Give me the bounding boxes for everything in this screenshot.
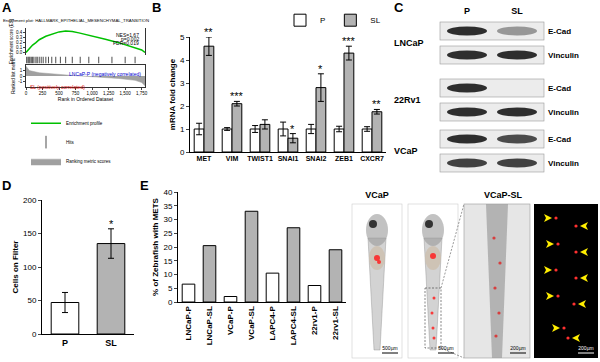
- svg-text:2: 2: [180, 102, 185, 111]
- svg-text:Ranked list metric: Ranked list metric: [11, 57, 16, 94]
- svg-text:VCaP-P: VCaP-P: [226, 306, 235, 336]
- svg-text:**: **: [204, 26, 213, 38]
- svg-text:ZEB1: ZEB1: [335, 155, 353, 162]
- svg-text:1: 1: [180, 125, 185, 134]
- svg-text:Hits: Hits: [66, 140, 74, 145]
- svg-text:0: 0: [20, 74, 23, 79]
- svg-text:SL (positively correlated): SL (positively correlated): [30, 84, 85, 90]
- svg-text:100: 100: [23, 263, 37, 272]
- svg-text:VCaP-SL: VCaP-SL: [484, 190, 523, 200]
- svg-text:150: 150: [23, 229, 37, 238]
- svg-text:-1: -1: [18, 79, 22, 84]
- html-text:C: C: [394, 0, 404, 15]
- svg-text:0.3: 0.3: [16, 35, 23, 40]
- svg-text:500: 500: [55, 91, 63, 96]
- html-text:A: A: [2, 0, 12, 15]
- svg-text:0: 0: [168, 298, 173, 307]
- svg-text:FDR=0.019: FDR=0.019: [113, 40, 139, 46]
- svg-text:NES=1.67: NES=1.67: [116, 32, 139, 38]
- svg-text:15: 15: [163, 257, 172, 266]
- svg-text:0: 0: [32, 330, 37, 339]
- svg-text:p=0.002: p=0.002: [121, 36, 139, 42]
- svg-text:Vinculin: Vinculin: [548, 108, 579, 117]
- svg-text:Cells on Filter: Cells on Filter: [11, 241, 20, 294]
- svg-text:SNAI2: SNAI2: [306, 155, 327, 162]
- svg-text:LNCaP-P: LNCaP-P: [184, 306, 193, 341]
- svg-text:SL: SL: [105, 338, 117, 348]
- svg-text:250: 250: [39, 91, 47, 96]
- svg-text:1,250: 1,250: [103, 91, 115, 96]
- svg-text:SL: SL: [370, 16, 380, 25]
- svg-text:*: *: [290, 123, 295, 135]
- svg-text:mRNA fold change: mRNA fold change: [168, 58, 177, 130]
- svg-text:1: 1: [20, 68, 23, 73]
- svg-text:Enrichment score (ES): Enrichment score (ES): [9, 18, 14, 64]
- svg-text:LNCaP-SL: LNCaP-SL: [205, 306, 214, 345]
- svg-text:LNCaP-P (negatively correlated: LNCaP-P (negatively correlated): [69, 71, 141, 77]
- html-text:B: B: [152, 0, 162, 15]
- svg-text:40: 40: [163, 188, 172, 197]
- svg-text:TWIST1: TWIST1: [247, 155, 273, 162]
- svg-text:VCaP: VCaP: [394, 146, 418, 156]
- svg-text:P: P: [320, 16, 325, 25]
- svg-text:0: 0: [25, 91, 28, 96]
- svg-text:35: 35: [163, 202, 172, 211]
- svg-text:LAPC4-P: LAPC4-P: [268, 306, 277, 341]
- svg-text:50: 50: [27, 296, 36, 305]
- svg-text:0.0: 0.0: [16, 50, 23, 55]
- html-text:D: D: [2, 178, 12, 193]
- svg-text:1,750: 1,750: [136, 91, 148, 96]
- svg-text:Vinculin: Vinculin: [548, 159, 579, 168]
- svg-text:Enrichment plot: HALLMARK_EPIT: Enrichment plot: HALLMARK_EPITHELIAL_MES…: [3, 18, 149, 23]
- html-text:E: E: [140, 178, 149, 193]
- svg-text:750: 750: [72, 91, 80, 96]
- svg-text:22rv1-P: 22rv1-P: [310, 306, 319, 336]
- svg-text:10: 10: [163, 270, 172, 279]
- svg-text:200: 200: [23, 196, 37, 205]
- svg-text:**: **: [372, 98, 381, 110]
- svg-text:5: 5: [168, 284, 173, 293]
- svg-text:200µm: 200µm: [578, 345, 593, 351]
- svg-text:3: 3: [180, 79, 185, 88]
- svg-text:***: ***: [230, 90, 244, 102]
- svg-text:22rv1-SL: 22rv1-SL: [331, 306, 340, 340]
- svg-text:500µm: 500µm: [438, 345, 453, 351]
- svg-text:LAPC4-SL: LAPC4-SL: [289, 306, 298, 345]
- svg-text:0: 0: [180, 148, 185, 157]
- svg-text:Ranking metric scores: Ranking metric scores: [66, 159, 111, 164]
- svg-text:E-Cad: E-Cad: [548, 84, 571, 93]
- svg-text:Enrichment profile: Enrichment profile: [66, 121, 103, 126]
- svg-text:4: 4: [180, 56, 185, 65]
- svg-text:VIM: VIM: [226, 155, 239, 162]
- svg-text:***: ***: [342, 35, 356, 47]
- svg-text:CXCR7: CXCR7: [360, 155, 384, 162]
- svg-text:*: *: [109, 218, 114, 230]
- svg-text:SNAI1: SNAI1: [278, 155, 299, 162]
- svg-text:0.2: 0.2: [16, 40, 23, 45]
- svg-text:SL: SL: [511, 6, 523, 16]
- svg-text:25: 25: [163, 229, 172, 238]
- svg-text:P: P: [62, 338, 68, 348]
- svg-text:Rank in Ordered Dataset: Rank in Ordered Dataset: [58, 96, 114, 102]
- svg-text:0.1: 0.1: [16, 45, 23, 50]
- svg-text:22Rv1: 22Rv1: [394, 95, 421, 105]
- svg-text:VCaP: VCaP: [365, 190, 389, 200]
- svg-text:1,500: 1,500: [120, 91, 132, 96]
- svg-text:20: 20: [163, 243, 172, 252]
- svg-text:Vinculin: Vinculin: [548, 51, 579, 60]
- svg-text:E-Cad: E-Cad: [548, 27, 571, 36]
- svg-text:200µm: 200µm: [510, 345, 525, 351]
- svg-text:1,000: 1,000: [86, 91, 98, 96]
- svg-text:LNCaP: LNCaP: [394, 38, 424, 48]
- svg-text:E-Cad: E-Cad: [548, 135, 571, 144]
- svg-text:500µm: 500µm: [382, 345, 397, 351]
- svg-text:VCaP-SL: VCaP-SL: [247, 306, 256, 340]
- svg-text:MET: MET: [197, 155, 213, 162]
- svg-text:0.4: 0.4: [16, 30, 23, 35]
- svg-text:P: P: [464, 6, 470, 16]
- svg-text:% of Zebrafish with METS: % of Zebrafish with METS: [151, 197, 160, 295]
- svg-text:*: *: [318, 63, 323, 75]
- svg-text:5: 5: [180, 33, 185, 42]
- svg-text:30: 30: [163, 215, 172, 224]
